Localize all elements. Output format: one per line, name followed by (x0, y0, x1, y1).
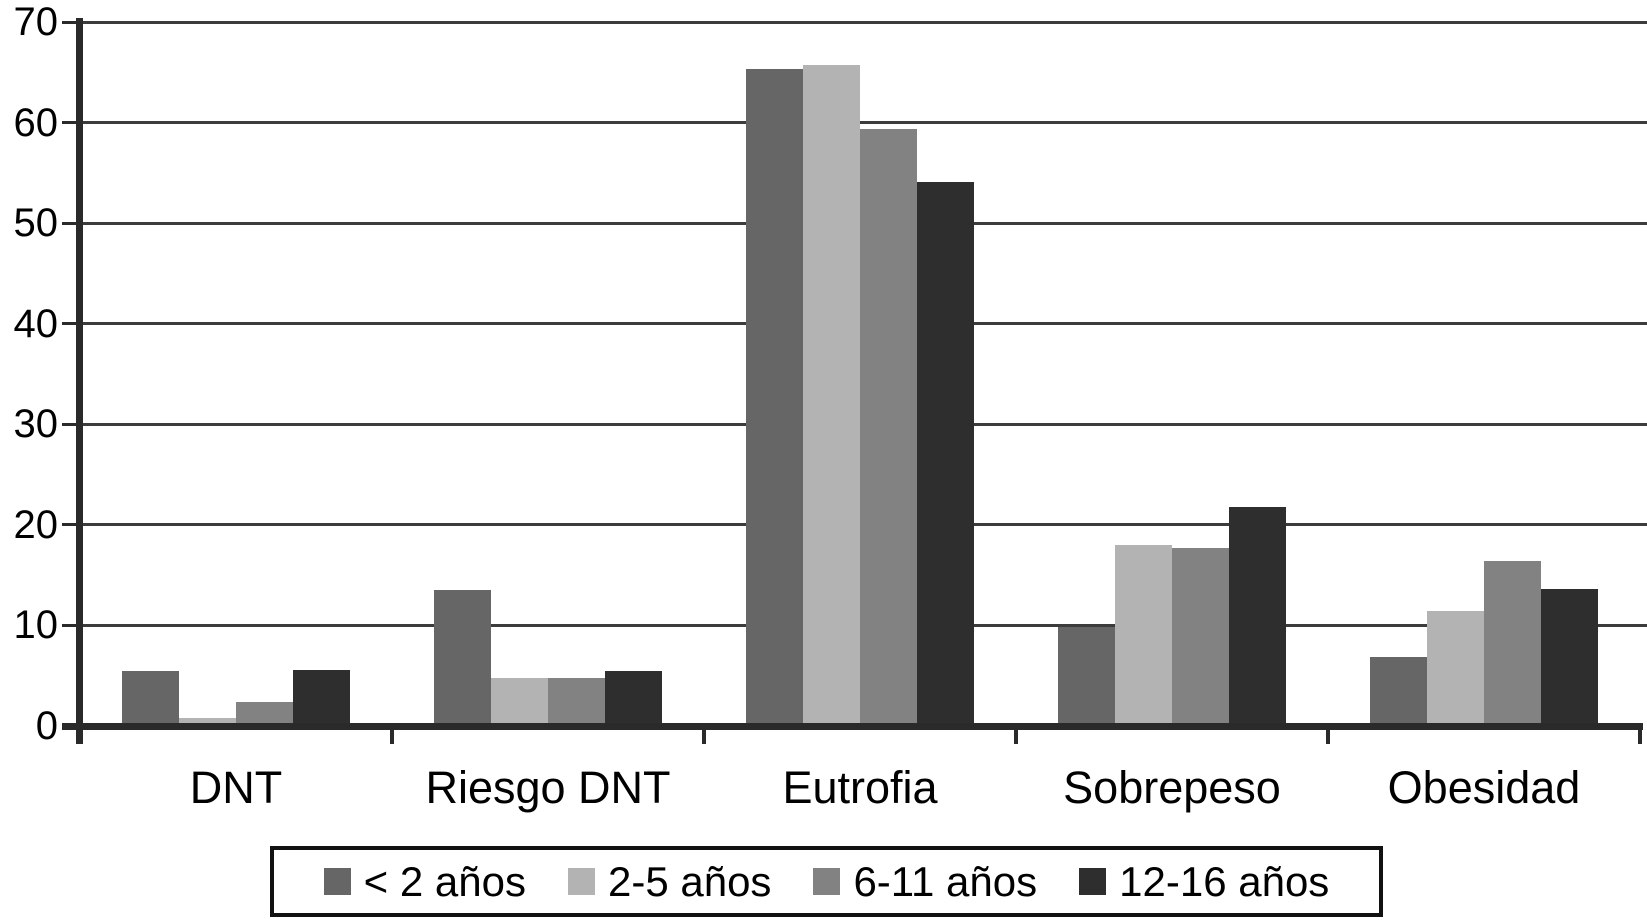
y-tick-label: 50 (13, 201, 59, 246)
y-tick (62, 221, 80, 225)
x-category-label: Riesgo DNT (425, 762, 671, 813)
bar (605, 670, 662, 726)
legend-item: 6-11 años (813, 858, 1037, 906)
y-tick-label: 30 (13, 402, 59, 447)
legend-swatch (1079, 868, 1107, 895)
y-tick (62, 20, 80, 24)
y-tick-label: 20 (13, 502, 59, 547)
bar (1541, 589, 1598, 726)
bar (1229, 506, 1286, 726)
bar (1370, 656, 1427, 726)
y-tick (62, 724, 80, 728)
x-tick (702, 726, 706, 744)
x-category-label: DNT (189, 762, 283, 813)
bar (1427, 611, 1484, 726)
bar (803, 65, 860, 726)
bar (236, 701, 293, 726)
bar (548, 677, 605, 726)
bar (1172, 547, 1229, 726)
bar (746, 69, 803, 726)
gridline (80, 121, 1647, 125)
y-tick (62, 422, 80, 426)
legend-item: 12-16 años (1079, 858, 1329, 906)
x-tick (1326, 726, 1330, 744)
x-tick (78, 726, 82, 744)
x-axis (62, 723, 1643, 730)
x-category-label: Sobrepeso (1063, 762, 1281, 813)
bar (1484, 561, 1541, 726)
bar (860, 128, 917, 726)
y-tick-label: 40 (13, 301, 59, 346)
y-tick-label: 70 (13, 0, 59, 44)
gridline (80, 20, 1647, 24)
bar (179, 717, 236, 726)
bar (917, 181, 974, 726)
y-axis (76, 18, 83, 744)
legend-item: 2-5 años (567, 857, 772, 906)
legend-item: < 2 años (323, 857, 526, 906)
y-tick-label: 60 (13, 100, 59, 145)
legend-swatch (567, 868, 595, 895)
y-tick (62, 121, 80, 125)
bar (491, 677, 548, 726)
legend: < 2 años 2-5 años 6-11 años 12-16 años (270, 846, 1383, 917)
legend-label: 2-5 años (607, 857, 772, 905)
legend-swatch (813, 868, 841, 895)
x-tick (1638, 726, 1642, 744)
x-category-label: Obesidad (1387, 762, 1581, 813)
bar (122, 670, 179, 726)
bar (293, 669, 350, 726)
y-tick (62, 623, 80, 627)
legend-label: < 2 años (363, 857, 526, 905)
legend-label: 6-11 años (853, 857, 1038, 905)
y-tick (62, 523, 80, 527)
x-tick (390, 726, 394, 744)
y-tick (62, 322, 80, 326)
y-tick-label: 10 (13, 603, 59, 648)
bar (1058, 627, 1115, 726)
x-category-label: Eutrofia (782, 762, 938, 813)
bar (434, 590, 491, 726)
legend-swatch (323, 868, 351, 895)
y-tick-label: 0 (35, 704, 58, 748)
bar (1115, 544, 1172, 726)
x-tick (1014, 726, 1018, 744)
legend-label: 12-16 años (1119, 857, 1330, 905)
